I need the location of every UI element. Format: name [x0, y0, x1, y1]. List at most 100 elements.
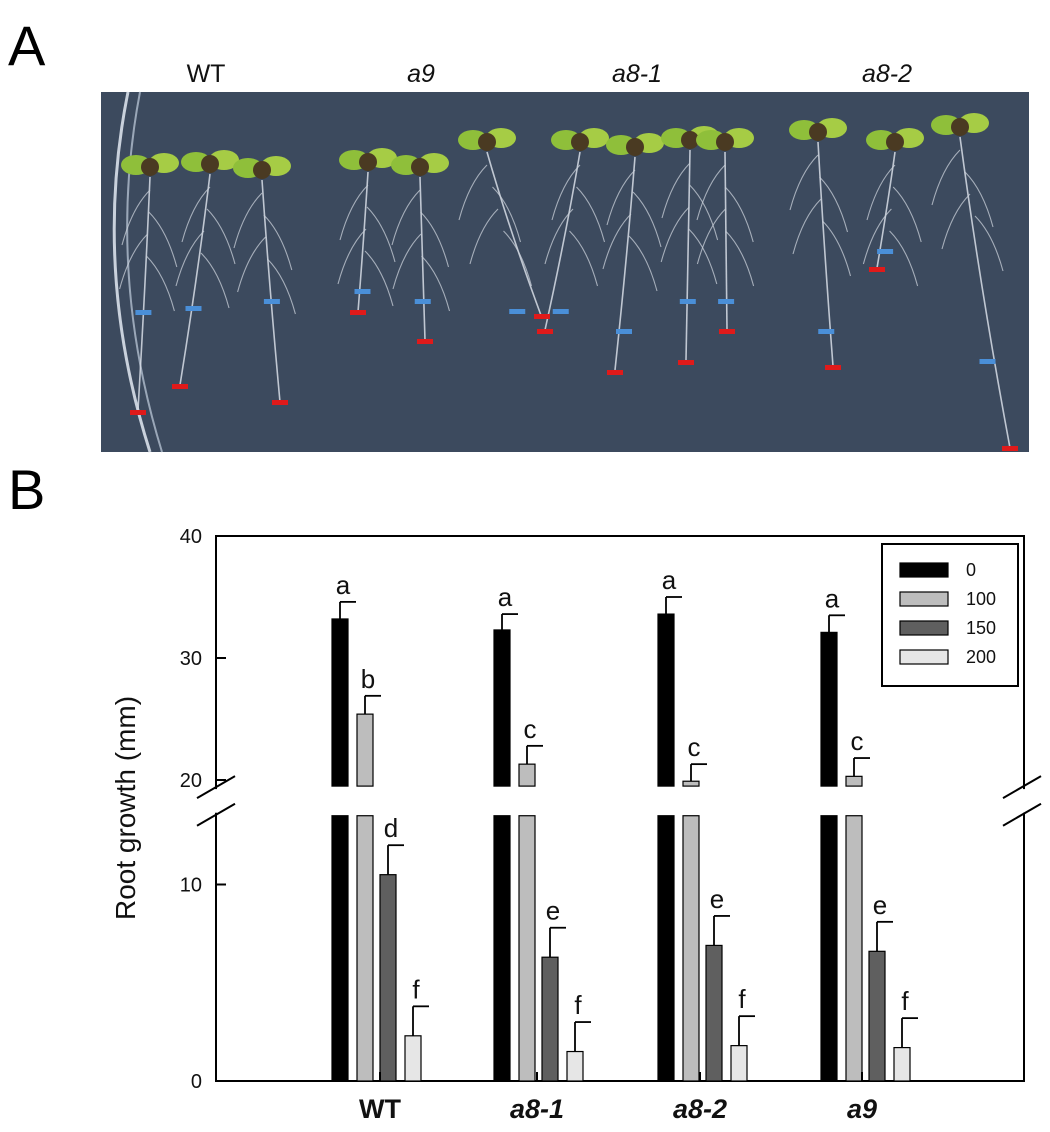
end-marker-6 — [537, 329, 553, 334]
bar-upper-0-0 — [331, 618, 349, 787]
seedling-10 — [789, 118, 852, 367]
bar-lower-100-2 — [682, 815, 700, 1082]
start-marker-4 — [414, 299, 431, 304]
bar-upper-100-1 — [518, 763, 536, 787]
bar-100-a9: c — [845, 726, 870, 1082]
bars: a a a a b c c c d e e e f f f f — [331, 565, 918, 1082]
panel-a-label: A — [8, 14, 46, 77]
legend-swatch-100 — [899, 591, 949, 607]
y-axis-title: Root growth (mm) — [110, 696, 141, 920]
start-marker-10 — [818, 329, 835, 334]
significance-letter-200-3: f — [901, 986, 909, 1016]
start-marker-6 — [552, 309, 569, 314]
significance-letter-100-0: b — [361, 664, 375, 694]
seedling-1 — [175, 150, 239, 386]
panel-b-label: B — [8, 458, 46, 521]
significance-letter-150-2: e — [710, 884, 724, 914]
bar-0-a8-1: a — [493, 582, 518, 1082]
plate-rim — [112, 91, 152, 453]
bar-200-1 — [566, 1050, 584, 1082]
bar-0-a8-2: a — [657, 565, 682, 1082]
bar-200-WT: f — [404, 974, 429, 1082]
bar-100-a8-2: c — [682, 732, 707, 1082]
bar-150-a9: e — [868, 890, 893, 1082]
legend-label-0: 0 — [966, 560, 976, 580]
y-axis: 0 10 20 30 40 — [180, 526, 226, 1093]
bar-0-a9: a — [820, 583, 845, 1082]
end-marker-5 — [534, 314, 550, 319]
legend: 0 100 150 200 — [881, 543, 1019, 687]
bar-150-1 — [541, 956, 559, 1082]
seedling-9 — [696, 128, 755, 331]
legend-swatch-200 — [899, 649, 949, 665]
significance-letter-150-3: e — [873, 890, 887, 920]
significance-letter-0-2: a — [662, 565, 677, 595]
end-marker-8 — [678, 360, 694, 365]
x-category-labels: WT a8-1 a8-2 a9 — [359, 1072, 877, 1124]
genotype-label-1: a9 — [407, 60, 435, 88]
seedlings — [119, 113, 1011, 449]
bar-100-a8-1: c — [518, 714, 543, 1082]
genotype-label-0: WT — [187, 60, 226, 88]
x-category-label-0: WT — [359, 1094, 401, 1124]
start-marker-1 — [185, 306, 202, 311]
start-marker-3 — [354, 289, 371, 294]
bar-0-WT: a — [331, 570, 356, 1082]
y-tick-label-40: 40 — [180, 526, 202, 548]
end-marker-7 — [607, 370, 623, 375]
bar-200-3 — [893, 1046, 911, 1082]
start-marker-7 — [616, 329, 632, 334]
end-marker-2 — [272, 400, 288, 405]
bar-upper-0-3 — [820, 631, 838, 787]
end-marker-3 — [350, 310, 366, 315]
seedling-5 — [458, 128, 543, 319]
end-marker-4 — [417, 339, 433, 344]
bar-lower-0-0 — [331, 815, 349, 1082]
end-marker-1 — [172, 384, 188, 389]
significance-letter-0-3: a — [825, 583, 840, 613]
significance-letter-0-1: a — [498, 582, 513, 612]
significance-letter-0-0: a — [336, 570, 351, 600]
y-tick-label-30: 30 — [180, 648, 202, 670]
start-marker-12 — [979, 359, 996, 364]
bar-200-2 — [730, 1045, 748, 1082]
legend-label-100: 100 — [966, 589, 996, 609]
legend-label-150: 150 — [966, 618, 996, 638]
seedling-2 — [233, 156, 296, 403]
break-mark-top-0 — [196, 775, 236, 799]
significance-letter-150-0: d — [384, 813, 398, 843]
bar-lower-100-0 — [356, 815, 374, 1082]
y-tick-label-20: 20 — [180, 770, 202, 792]
legend-swatch-150 — [899, 620, 949, 636]
y-tick-label-0: 0 — [191, 1071, 202, 1093]
root-markers — [130, 249, 1018, 451]
bar-200-a9: f — [893, 986, 918, 1082]
start-marker-8 — [679, 299, 696, 304]
break-mark-bottom-0 — [196, 802, 236, 827]
end-marker-10 — [825, 365, 841, 370]
bar-150-3 — [868, 950, 886, 1082]
significance-letter-150-1: e — [546, 896, 560, 926]
break-mark-top-1 — [1002, 775, 1042, 799]
end-marker-0 — [130, 410, 146, 415]
seedling-11 — [862, 128, 924, 287]
bar-150-2 — [705, 944, 723, 1082]
significance-letter-200-0: f — [412, 974, 420, 1004]
bar-150-WT: d — [379, 813, 404, 1082]
plate-rim-inner — [126, 91, 163, 453]
start-marker-9 — [718, 299, 735, 304]
bar-200-a8-1: f — [566, 990, 591, 1082]
bar-lower-0-1 — [493, 815, 511, 1082]
genotype-labels: WT a9 a8-1 a8-2 — [187, 60, 913, 88]
start-marker-11 — [877, 249, 894, 254]
seedling-photo: WT a9 a8-1 a8-2 — [101, 60, 1029, 453]
bar-200-a8-2: f — [730, 984, 755, 1082]
seedling-3 — [337, 148, 397, 313]
significance-letter-100-3: c — [851, 726, 864, 756]
start-marker-2 — [263, 299, 280, 304]
significance-letter-100-2: c — [688, 732, 701, 762]
bar-lower-0-2 — [657, 815, 675, 1082]
end-marker-9 — [719, 329, 735, 334]
x-category-label-1: a8-1 — [510, 1094, 564, 1124]
